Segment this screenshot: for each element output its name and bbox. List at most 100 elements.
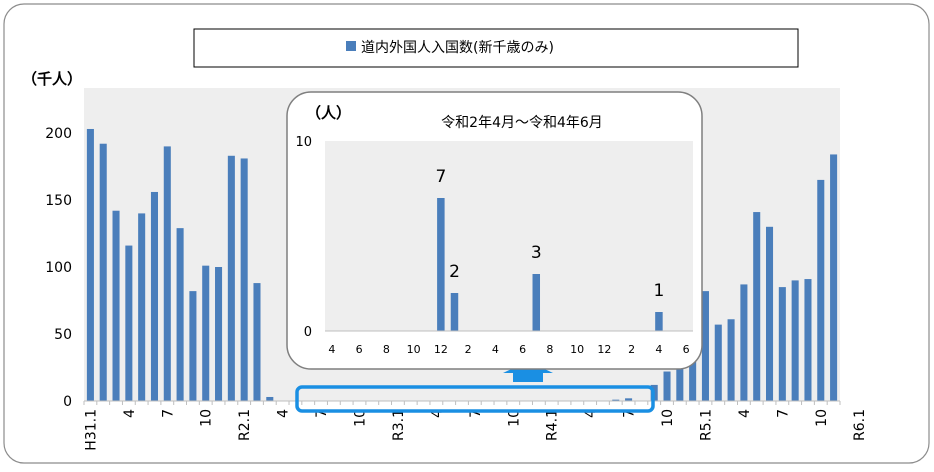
main-bar xyxy=(266,396,274,401)
main-bar xyxy=(766,226,774,401)
inset-x-tick-label: 6 xyxy=(519,343,526,356)
legend-box xyxy=(193,28,799,68)
main-x-tick-label: 7 xyxy=(775,409,791,418)
main-y-tick-label: 50 xyxy=(54,327,72,343)
main-x-tick-label: 4 xyxy=(429,409,445,418)
inset-x-tick-label: 4 xyxy=(328,343,335,356)
inset-x-tick-label: 2 xyxy=(465,343,472,356)
inset-x-tick-labels: 4 6 8 10 12 2 4 6 8 10 12 2 4 6 xyxy=(328,343,689,356)
main-x-tick-label: 4 xyxy=(122,409,138,418)
inset-x-tick-label: 8 xyxy=(546,343,553,356)
inset-data-label: 1 xyxy=(654,281,665,301)
main-bar xyxy=(625,398,633,401)
main-y-tick-label: 200 xyxy=(45,126,72,142)
inset-title: 令和2年4月～令和4年6月 xyxy=(441,115,603,131)
inset-y-tick-label: 10 xyxy=(295,135,312,150)
inset-x-tick-label: 4 xyxy=(655,343,662,356)
main-x-tick-label: 7 xyxy=(160,409,176,418)
main-y-tick-label: 0 xyxy=(63,394,72,410)
main-x-tick-labels: H31.1 4 7 10 R2.1 4 7 10 R3.1 4 7 10 R4.1 4 7 10 R5.1 4 7 1… xyxy=(83,409,868,451)
main-x-tick-marks xyxy=(83,401,841,405)
inset-x-tick-label: 10 xyxy=(407,343,421,356)
main-bar xyxy=(714,324,722,401)
main-bar xyxy=(176,228,184,401)
inset-x-tick-label: 6 xyxy=(356,343,363,356)
main-x-tick-label: R2.1 xyxy=(237,409,253,441)
inset-data-label: 2 xyxy=(449,262,460,282)
main-bar xyxy=(830,154,838,401)
main-y-tick-label: 100 xyxy=(45,260,72,276)
inset-data-label: 7 xyxy=(435,167,446,187)
main-bars xyxy=(86,128,838,402)
inset-y-tick-label: 0 xyxy=(304,325,312,340)
inset-x-tick-label: 12 xyxy=(597,343,611,356)
main-x-tick-label: R5.1 xyxy=(698,409,714,441)
inset-x-tick-label: 12 xyxy=(434,343,448,356)
main-bar xyxy=(612,399,620,401)
main-bar xyxy=(253,283,261,401)
inset-bar xyxy=(450,293,459,331)
inset-bar xyxy=(655,312,663,331)
main-bar xyxy=(689,360,697,401)
inset-bar xyxy=(532,274,541,331)
main-bar xyxy=(817,179,825,401)
main-bar xyxy=(753,212,761,401)
inset-data-labels: 7 2 3 1 xyxy=(435,167,664,301)
highlight-box xyxy=(295,385,655,413)
inset-x-tick-label: 6 xyxy=(683,343,690,356)
inset-y-ticks: 0 10 xyxy=(295,135,312,340)
main-y-tick-label: 150 xyxy=(45,193,72,209)
main-bar xyxy=(701,291,709,401)
inset-y-axis-label: （人） xyxy=(306,104,351,122)
main-x-tick-label: 10 xyxy=(199,409,215,427)
y-axis-label: （千人） xyxy=(22,70,82,88)
main-bar xyxy=(86,128,94,402)
inset-bars xyxy=(437,198,663,331)
main-y-ticks: 0 50 100 150 200 xyxy=(45,126,72,410)
inset-data-label: 3 xyxy=(531,243,542,263)
main-x-tick-label: 10 xyxy=(814,409,830,427)
main-bar xyxy=(163,146,171,401)
main-bar xyxy=(125,245,133,401)
main-bar xyxy=(112,210,120,401)
main-x-tick-label: 4 xyxy=(737,409,753,418)
main-bar xyxy=(215,267,223,401)
main-bar xyxy=(727,319,735,401)
main-x-tick-label: 10 xyxy=(506,409,522,427)
main-x-tick-label: 10 xyxy=(352,409,368,427)
main-bar xyxy=(791,280,799,401)
main-bar xyxy=(138,213,146,401)
main-bar xyxy=(240,158,248,401)
main-bar xyxy=(150,191,158,401)
main-x-tick-label: 4 xyxy=(583,409,599,418)
inset-x-tick-label: 10 xyxy=(570,343,584,356)
main-x-tick-label: 10 xyxy=(660,409,676,427)
main-x-tick-label: 7 xyxy=(622,409,638,418)
main-bar xyxy=(202,265,210,401)
main-bar xyxy=(189,291,197,401)
main-x-tick-label: R4.1 xyxy=(545,409,561,441)
main-bar xyxy=(778,287,786,401)
inset-plot-area xyxy=(325,141,693,331)
main-bar xyxy=(663,371,671,401)
main-x-tick-label: 7 xyxy=(314,409,330,418)
legend-label: 道内外国人入国数(新千歳のみ) xyxy=(361,40,554,56)
main-bar xyxy=(99,143,107,401)
main-x-tick-label: R6.1 xyxy=(852,409,868,441)
main-x-tick-label: R3.1 xyxy=(391,409,407,441)
inset-x-tick-label: 2 xyxy=(628,343,635,356)
main-bar xyxy=(227,155,235,401)
main-bar xyxy=(740,284,748,401)
main-bar xyxy=(804,279,812,401)
arrow-icon xyxy=(503,361,553,382)
main-x-tick-label: 7 xyxy=(468,409,484,418)
main-x-tick-label: 4 xyxy=(276,409,292,418)
main-x-tick-label: H31.1 xyxy=(83,409,99,451)
main-bar xyxy=(676,364,684,401)
inset-bar xyxy=(437,198,445,331)
inset-x-tick-label: 4 xyxy=(492,343,499,356)
inset-x-tick-label: 8 xyxy=(383,343,390,356)
legend-swatch xyxy=(346,41,356,51)
